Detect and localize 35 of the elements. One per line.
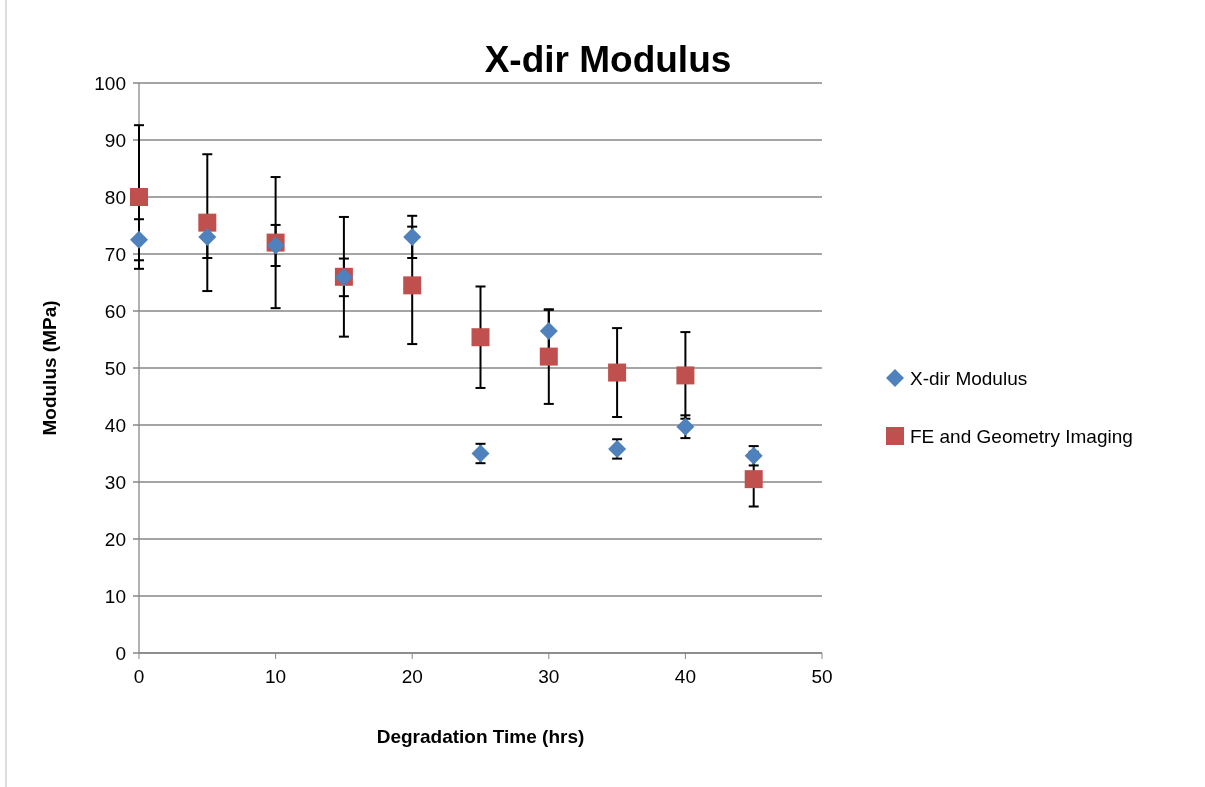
point bbox=[403, 227, 422, 246]
x-tick-label: 0 bbox=[133, 666, 145, 687]
point bbox=[676, 366, 695, 385]
chart-title: X-dir Modulus bbox=[484, 39, 732, 80]
point bbox=[198, 213, 217, 232]
point bbox=[130, 188, 148, 206]
y-tick-label: 40 bbox=[104, 415, 126, 436]
point bbox=[539, 347, 558, 366]
point bbox=[539, 321, 558, 340]
y-tick-label: 10 bbox=[104, 586, 126, 607]
y-tick-label: 70 bbox=[104, 244, 126, 265]
x-tick-label: 30 bbox=[538, 666, 560, 687]
y-tick-label: 50 bbox=[104, 358, 126, 379]
y-tick-label: 100 bbox=[94, 73, 126, 94]
y-tick-label: 30 bbox=[104, 472, 126, 493]
point bbox=[198, 227, 217, 246]
y-tick-label: 0 bbox=[115, 643, 126, 664]
x-tick-label: 50 bbox=[811, 666, 833, 687]
point bbox=[744, 470, 763, 489]
y-tick-label: 80 bbox=[104, 187, 126, 208]
x-tick-label: 10 bbox=[265, 666, 287, 687]
point bbox=[608, 363, 627, 382]
legend-label: X-dir Modulus bbox=[910, 368, 1028, 389]
point bbox=[676, 417, 695, 436]
point bbox=[130, 230, 148, 249]
y-tick-label: 60 bbox=[104, 301, 126, 322]
x-tick-label: 40 bbox=[674, 666, 696, 687]
x-axis-title: Degradation Time (hrs) bbox=[376, 726, 585, 747]
x-tick-label: 20 bbox=[401, 666, 423, 687]
y-tick-label: 20 bbox=[104, 529, 126, 550]
point bbox=[471, 328, 490, 347]
legend-label: FE and Geometry Imaging bbox=[910, 426, 1133, 447]
y-axis-title: Modulus (MPa) bbox=[39, 300, 60, 436]
point bbox=[403, 276, 422, 295]
y-tick-label: 90 bbox=[104, 130, 126, 151]
